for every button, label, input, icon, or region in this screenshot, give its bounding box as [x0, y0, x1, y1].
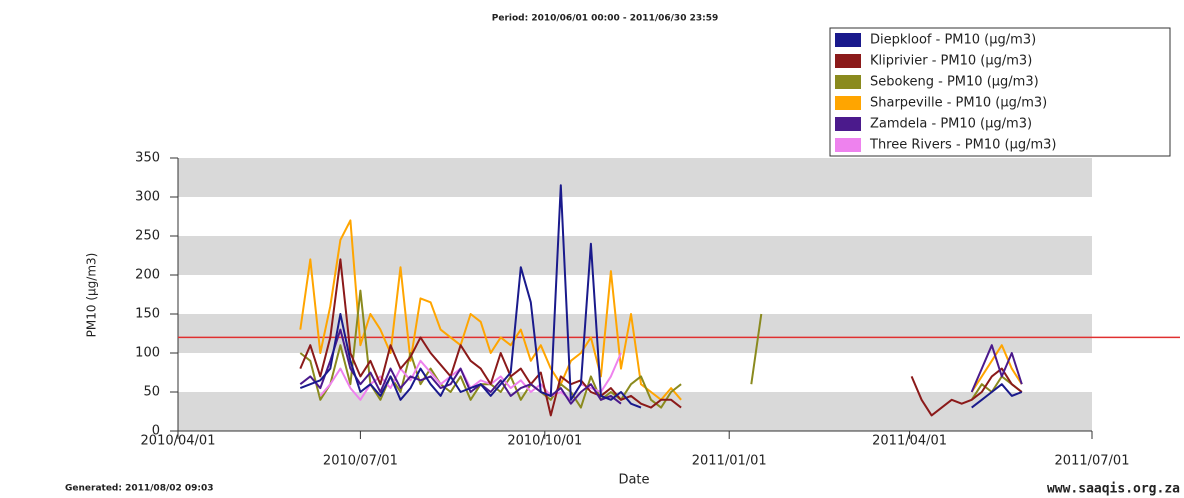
chart-title: Period: 2010/06/01 00:00 - 2011/06/30 23… [492, 14, 719, 24]
grid-band [178, 236, 1092, 275]
legend-box [829, 27, 1171, 157]
legend-swatch [835, 96, 861, 110]
legend-label: Kliprivier - PM10 (µg/m3) [870, 54, 1032, 69]
series-line [299, 219, 1023, 401]
y-tick-label: 150 [135, 307, 160, 322]
y-tick-label: 350 [135, 151, 160, 166]
legend-swatch [835, 117, 861, 131]
y-tick-label: 0 [152, 424, 160, 439]
legend-swatch [835, 33, 861, 47]
y-tick-label: 100 [135, 346, 160, 361]
x-tick-label: 2011/07/01 [1055, 454, 1130, 469]
legend-swatch [835, 54, 861, 68]
legend-label: Three Rivers - PM10 (µg/m3) [869, 138, 1057, 153]
x-tick-label: 2010/10/01 [507, 434, 582, 449]
x-tick-label: 2011/01/01 [692, 454, 767, 469]
grid-band [178, 158, 1092, 197]
y-tick-label: 300 [135, 190, 160, 205]
x-tick-label: 2010/07/01 [323, 454, 398, 469]
y-axis-label: PM10 (µg/m3) [85, 253, 99, 338]
y-tick-label: 200 [135, 268, 160, 283]
legend-label: Zamdela - PM10 (µg/m3) [870, 117, 1032, 132]
legend-label: Sebokeng - PM10 (µg/m3) [870, 75, 1039, 90]
footer-right: www.saaqis.org.za [1047, 482, 1180, 497]
legend-label: Sharpeville - PM10 (µg/m3) [870, 96, 1047, 111]
legend-swatch [835, 75, 861, 89]
series-line [299, 184, 1023, 409]
legend-label: Diepkloof - PM10 (µg/m3) [870, 33, 1036, 48]
y-tick-label: 50 [143, 385, 160, 400]
x-tick-label: 2010/04/01 [141, 434, 216, 449]
legend-swatch [835, 138, 861, 152]
footer-left: Generated: 2011/08/02 09:03 [65, 484, 214, 494]
x-tick-label: 2011/04/01 [872, 434, 947, 449]
x-axis-label: Date [618, 473, 649, 488]
y-tick-label: 250 [135, 229, 160, 244]
